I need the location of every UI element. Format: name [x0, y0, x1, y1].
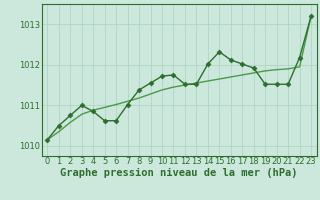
- X-axis label: Graphe pression niveau de la mer (hPa): Graphe pression niveau de la mer (hPa): [60, 168, 298, 178]
